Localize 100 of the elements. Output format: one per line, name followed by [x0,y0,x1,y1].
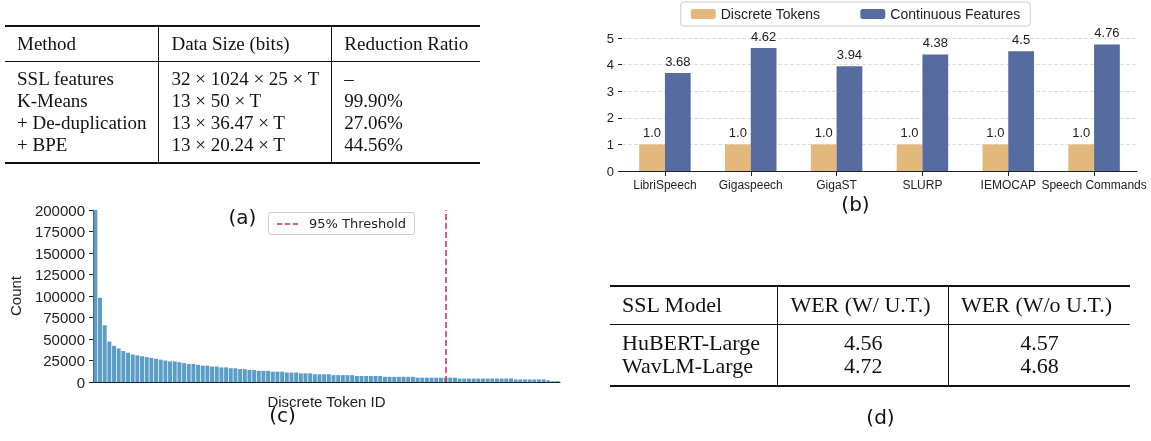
annotation: (a) [228,205,257,229]
y-tick-label: 1 [606,136,614,152]
category-label: Reduction Ratio [331,26,481,62]
y-tick-label: 125000 [34,266,85,283]
x-tick-label: SLURP [902,178,943,192]
bar [219,367,224,382]
bar [275,371,280,382]
legend-label: Continuous Features [890,6,1021,22]
text: 4.72 [843,353,883,378]
bar [205,365,210,382]
bar [387,376,392,382]
data-label: 1.0 [728,125,747,141]
data-label: 3.68 [665,54,691,70]
text: – [344,68,354,89]
data-label: 1.0 [643,125,662,141]
bar [1094,44,1120,171]
bar [191,363,196,382]
bar [359,375,364,382]
text: + De-duplication [17,112,147,133]
bar [406,376,411,382]
bar [415,377,420,382]
data-label: 4.5 [1012,32,1031,48]
bar [149,357,154,382]
x-tick-label: IEMOCAP [980,178,1036,192]
bar [639,144,665,171]
data-label: 1.0 [900,125,919,141]
bar [177,362,182,382]
y-tick-label: 25000 [43,352,85,369]
bar [326,374,331,382]
bar [350,375,355,382]
legend-key-box: 95% Threshold [268,212,416,235]
text: SSL features [17,68,114,89]
bar [982,144,1009,171]
category-label: SSL Model [621,291,724,319]
bar [725,144,751,171]
bar [373,375,378,382]
y-tick-label: 75000 [43,309,85,326]
x-tick-label: Gigaspeech [718,178,783,192]
text: 4.68 [1020,353,1059,378]
y-tick-label: 50000 [43,330,85,348]
bar [518,379,523,382]
bar [163,360,168,382]
category-label: Data Size (bits) [158,26,332,62]
bar [378,375,383,382]
bar [836,66,863,171]
bar [322,374,327,382]
bar [364,375,369,382]
bar [532,379,537,382]
bar [256,370,261,382]
bar [401,376,406,382]
category-label: WER (W/o U.T.) [948,286,1130,325]
bar [130,354,135,382]
bar [298,373,303,382]
bar [228,368,233,382]
bar [121,351,126,382]
bar [270,371,275,382]
text: 4.57 [1020,330,1059,355]
text: 13 × 36.47 × T [171,112,285,133]
bar [158,359,163,382]
bar [434,377,439,382]
y-tick-label: 2 [606,110,614,126]
bar [1008,51,1034,171]
text: 27.06% [344,112,403,133]
bar [429,377,434,382]
x-tick-label: GigaST [816,178,858,192]
x-tick-label: LibriSpeech [633,178,697,192]
bar [750,48,777,171]
bar [664,73,691,171]
bar [242,369,247,382]
bar [420,377,425,382]
y-tick-label: 5 [606,30,614,46]
text: 13 × 50 × T [171,90,262,111]
bar [448,377,453,382]
data-label: 3.94 [836,47,863,63]
y-tick-label: 0 [606,163,614,179]
y-tick-label: 200000 [34,201,85,219]
data-label: 1.0 [986,125,1005,141]
text: HuBERT-Large [622,330,760,355]
bar [186,363,191,382]
text: 44.56% [344,134,403,155]
text: + BPE [17,134,68,155]
bar [896,144,923,171]
y-tick-label: 175000 [34,223,85,240]
x-tick-label: Speech Commands [1041,178,1147,192]
bar [172,361,177,382]
bar [541,379,546,382]
bar [810,144,837,171]
y-tick-label: 0 [76,373,85,391]
y-axis-title: Count [7,275,24,317]
bar [312,374,317,382]
text: 99.90% [344,90,403,111]
bar [144,357,149,382]
bar [135,355,140,382]
bar [336,375,341,382]
bar [1068,144,1095,171]
text: 13 × 20.24 × T [171,134,285,155]
bar [922,54,949,171]
bar [116,348,121,382]
data-label: 4.76 [1094,25,1120,41]
text: (b) [840,192,871,216]
